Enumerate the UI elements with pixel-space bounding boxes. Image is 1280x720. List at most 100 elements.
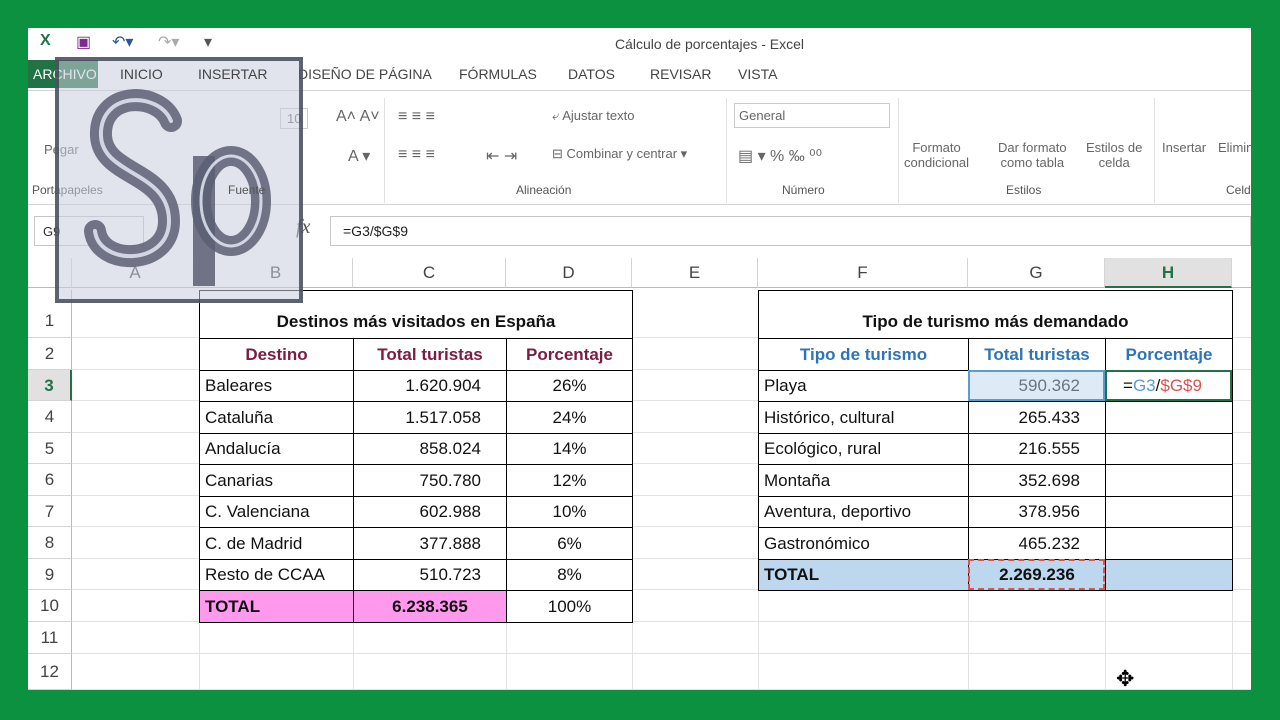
label-cell[interactable]: C. Valenciana: [199, 496, 354, 528]
row-header-9[interactable]: 9: [28, 559, 72, 590]
table-title[interactable]: Tipo de turismo más demandado: [758, 290, 1233, 339]
row-header-12[interactable]: 12: [28, 654, 72, 690]
percent-cell[interactable]: [1105, 401, 1233, 434]
label-cell[interactable]: Histórico, cultural: [758, 401, 969, 434]
label-cell[interactable]: C. de Madrid: [199, 527, 354, 560]
value-cell[interactable]: 465.232: [968, 527, 1106, 560]
column-heading[interactable]: Total turistas: [353, 338, 507, 371]
undo-icon[interactable]: ↶▾: [112, 34, 134, 51]
column-header-f[interactable]: F: [758, 258, 968, 288]
percent-cell[interactable]: 24%: [506, 401, 633, 434]
indent-icon[interactable]: ⇤ ⇥: [486, 148, 518, 165]
percent-cell[interactable]: 14%: [506, 433, 633, 465]
group-label: Fuente: [228, 183, 266, 197]
total-cell[interactable]: 100%: [506, 590, 633, 623]
total-cell[interactable]: 6.238.365: [353, 590, 507, 623]
row-header-10[interactable]: 10: [28, 590, 72, 622]
wrap-text-button[interactable]: ⤶ Ajustar texto: [552, 108, 635, 123]
row-header-11[interactable]: 11: [28, 622, 72, 654]
h3-editing-cell[interactable]: = G3/$G$9: [1105, 370, 1232, 401]
grow-font-icon[interactable]: A˄ A˅: [336, 108, 380, 125]
percent-cell[interactable]: 10%: [506, 496, 633, 528]
redo-icon[interactable]: ↷▾: [158, 34, 180, 51]
total-cell[interactable]: [1105, 559, 1233, 591]
percent-style-icon[interactable]: ▤ ▾ % ‰ ⁰⁰: [738, 148, 822, 165]
column-header-h[interactable]: H: [1105, 258, 1232, 288]
spreadsheet-grid[interactable]: ABCDEFGH123456789101112Destinos más visi…: [28, 258, 1251, 690]
percent-cell[interactable]: [1105, 433, 1233, 465]
cell-styles-button[interactable]: Estilos de celda: [1086, 140, 1142, 170]
number-format-select[interactable]: General: [734, 103, 890, 128]
percent-cell[interactable]: 26%: [506, 370, 633, 402]
label-cell[interactable]: Resto de CCAA: [199, 559, 354, 591]
label-cell[interactable]: Andalucía: [199, 433, 354, 465]
font-color-icon[interactable]: A ▾: [348, 148, 371, 165]
column-header-e[interactable]: E: [632, 258, 758, 288]
align-left-icon[interactable]: ≡ ≡ ≡: [398, 146, 435, 163]
column-header-g[interactable]: G: [968, 258, 1105, 288]
conditional-format-button[interactable]: Formato condicional: [904, 140, 969, 170]
value-cell[interactable]: 602.988: [353, 496, 507, 528]
tab-diseno[interactable]: DISEÑO DE PÁGINA: [298, 66, 432, 82]
value-cell[interactable]: 750.780: [353, 464, 507, 497]
value-cell[interactable]: 1.620.904: [353, 370, 507, 402]
tab-revisar[interactable]: REVISAR: [650, 66, 712, 82]
column-heading[interactable]: Total turistas: [968, 338, 1106, 371]
tab-formulas[interactable]: FÓRMULAS: [459, 66, 537, 82]
column-heading[interactable]: Destino: [199, 338, 354, 371]
label-cell[interactable]: Ecológico, rural: [758, 433, 969, 465]
percent-cell[interactable]: 8%: [506, 559, 633, 591]
label-cell[interactable]: Baleares: [199, 370, 354, 402]
value-cell[interactable]: 858.024: [353, 433, 507, 465]
row-header-2[interactable]: 2: [28, 338, 72, 370]
label-cell[interactable]: Playa: [758, 370, 969, 402]
column-heading[interactable]: Porcentaje: [1105, 338, 1233, 371]
insert-cells-button[interactable]: Insertar: [1162, 140, 1207, 155]
percent-cell[interactable]: 12%: [506, 464, 633, 497]
value-cell[interactable]: 265.433: [968, 401, 1106, 434]
value-cell[interactable]: 510.723: [353, 559, 507, 591]
value-cell[interactable]: 377.888: [353, 527, 507, 560]
column-header-d[interactable]: D: [506, 258, 632, 288]
label-cell[interactable]: Cataluña: [199, 401, 354, 434]
value-cell[interactable]: 216.555: [968, 433, 1106, 465]
customize-icon[interactable]: ▾: [204, 34, 213, 51]
row-header-1[interactable]: 1: [28, 290, 72, 338]
label-cell[interactable]: Gastronómico: [758, 527, 969, 560]
column-heading[interactable]: Porcentaje: [506, 338, 633, 371]
percent-cell[interactable]: 6%: [506, 527, 633, 560]
formula-input[interactable]: =G3/$G$9: [330, 216, 1251, 246]
column-header-i[interactable]: [1232, 258, 1251, 288]
row-header-4[interactable]: 4: [28, 401, 72, 433]
column-header-c[interactable]: C: [353, 258, 506, 288]
value-cell[interactable]: 1.517.058: [353, 401, 507, 434]
percent-cell[interactable]: [1105, 496, 1233, 528]
label-cell[interactable]: Montaña: [758, 464, 969, 497]
tab-vista[interactable]: VISTA: [738, 66, 778, 82]
excel-logo-icon: X: [40, 32, 51, 49]
row-header-5[interactable]: 5: [28, 433, 72, 464]
total-cell[interactable]: TOTAL: [758, 559, 969, 591]
align-top-icon[interactable]: ≡ ≡ ≡: [398, 108, 435, 125]
format-as-table-button[interactable]: Dar formato como tabla: [998, 140, 1067, 170]
tab-inicio[interactable]: INICIO: [120, 66, 163, 82]
value-cell[interactable]: 352.698: [968, 464, 1106, 497]
row-header-7[interactable]: 7: [28, 496, 72, 527]
tab-datos[interactable]: DATOS: [568, 66, 615, 82]
percent-cell[interactable]: [1105, 464, 1233, 497]
row-header-6[interactable]: 6: [28, 464, 72, 496]
column-heading[interactable]: Tipo de turismo: [758, 338, 969, 371]
merge-center-button[interactable]: ⊟ Combinar y centrar ▾: [552, 146, 688, 161]
row-header-8[interactable]: 8: [28, 527, 72, 559]
percent-cell[interactable]: [1105, 527, 1233, 560]
label-cell[interactable]: Aventura, deportivo: [758, 496, 969, 528]
sp-logo-graphic: [84, 89, 271, 286]
label-cell[interactable]: Canarias: [199, 464, 354, 497]
total-cell[interactable]: TOTAL: [199, 590, 354, 623]
value-cell[interactable]: 378.956: [968, 496, 1106, 528]
save-icon[interactable]: ▣: [76, 34, 92, 51]
row-header-3[interactable]: 3: [28, 370, 72, 401]
tab-insertar[interactable]: INSERTAR: [198, 66, 268, 82]
delete-cells-button[interactable]: Elimin: [1218, 140, 1251, 155]
label: condicional: [904, 155, 970, 170]
